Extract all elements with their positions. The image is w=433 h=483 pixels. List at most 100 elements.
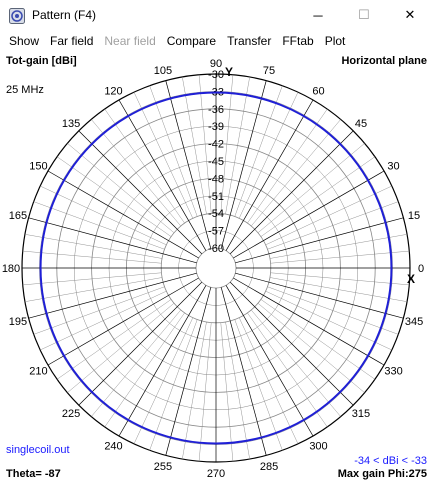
grid-spoke (235, 272, 404, 319)
grid-spoke (91, 309, 181, 417)
grid-spoke (33, 201, 165, 250)
grid-spoke (234, 85, 283, 217)
grid-spoke (67, 143, 175, 233)
grid-spoke (22, 272, 162, 286)
plot-area: 0 15 30 45 60 75 90 105 120 135 150 165 180 195 210 225… (0, 52, 433, 483)
menu-near-field[interactable]: Near field (104, 34, 156, 48)
grid-spoke (182, 321, 207, 460)
grid-spoke (47, 277, 199, 366)
radial-tick-label: -45 (208, 156, 224, 168)
angle-tick-label: 90 (210, 58, 222, 70)
frequency-label: 25 MHz (6, 84, 44, 96)
grid-spoke (229, 281, 354, 406)
pattern-trace (39, 91, 393, 445)
grid-spoke (78, 130, 203, 255)
grid-spoke (234, 319, 283, 451)
grid-spoke (247, 108, 328, 224)
grid-spoke (225, 99, 314, 251)
grid-spoke (24, 234, 163, 259)
angle-tick-label: 270 (207, 468, 225, 480)
grid-spoke (165, 287, 212, 456)
angle-tick-label: 105 (154, 65, 172, 77)
close-icon: ✕ (404, 7, 416, 22)
grid-spoke (247, 312, 328, 428)
grid-spoke (251, 119, 341, 227)
range-label: -34 < dBi < -33 (354, 455, 427, 467)
grid-spoke (104, 108, 185, 224)
close-button[interactable]: ✕ (387, 0, 433, 30)
grid-spoke (133, 92, 194, 219)
angle-tick-label: 300 (309, 441, 327, 453)
minimize-button[interactable]: ─ (295, 0, 341, 30)
grid-spoke (257, 143, 365, 233)
grid-spoke (22, 250, 162, 264)
menu-transfer[interactable]: Transfer (227, 34, 272, 48)
grid-spoke (265, 290, 392, 351)
angle-tick-label: 135 (62, 118, 80, 130)
grid-spoke (40, 290, 167, 351)
grid-spoke (182, 76, 207, 215)
grid-spoke (118, 285, 207, 437)
grid-spoke (265, 185, 392, 246)
menu-fftab[interactable]: FFtab (282, 34, 314, 48)
radial-tick-label: -54 (208, 208, 224, 220)
menu-show[interactable]: Show (9, 34, 40, 48)
maximize-button[interactable]: ☐ (341, 0, 387, 30)
grid-spoke (56, 299, 172, 380)
grid-spoke (267, 286, 399, 335)
grid-spoke (260, 299, 376, 380)
grid-spoke (165, 80, 212, 249)
grid-spoke (225, 285, 314, 437)
minimize-icon: ─ (313, 7, 323, 23)
grid-spoke (238, 92, 299, 219)
angle-tick-label: 225 (62, 408, 80, 420)
radial-tick-label: -60 (208, 243, 224, 255)
grid-spoke (118, 99, 207, 251)
grid-spoke (56, 156, 172, 237)
menu-bar: Show Far field Near field Compare Transf… (0, 31, 433, 51)
maximize-icon: ☐ (358, 7, 370, 22)
grid-spoke (198, 322, 212, 462)
grid-spoke (251, 309, 341, 417)
grid-spoke (270, 272, 410, 286)
menu-plot[interactable]: Plot (324, 34, 346, 48)
grid-spoke (78, 281, 203, 406)
radial-tick-label: -36 (208, 104, 224, 116)
angle-tick-label: 210 (29, 366, 47, 378)
grid-spoke (270, 250, 410, 264)
grid-spoke (225, 76, 250, 215)
angle-tick-label: 315 (352, 408, 370, 420)
plane-label: Horizontal plane (341, 55, 427, 67)
polar-chart: 0 15 30 45 60 75 90 105 120 135 150 165 180 195 210 225… (2, 58, 424, 480)
grid-spoke (133, 317, 194, 444)
grid-spoke (220, 322, 234, 462)
grid-spoke (149, 319, 198, 451)
menu-far-field[interactable]: Far field (50, 34, 94, 48)
grid-spoke (198, 74, 212, 214)
x-axis-label: X (407, 272, 415, 286)
angle-tick-label: 255 (154, 461, 172, 473)
angle-tick-label: 60 (312, 85, 324, 97)
y-axis-label: Y (225, 65, 233, 79)
grid-spoke (47, 170, 199, 259)
grid-spoke (269, 277, 408, 302)
grid-spoke (67, 303, 175, 393)
radial-tick-label: -39 (208, 121, 224, 133)
grid-spoke (267, 201, 399, 250)
window-title: Pattern (F4) (32, 8, 97, 22)
grid-spoke (149, 85, 198, 217)
menu-compare[interactable]: Compare (166, 34, 217, 48)
grid-spoke (269, 234, 408, 259)
radial-tick-label: -48 (208, 173, 224, 185)
theta-label: Theta= -87 (6, 468, 61, 480)
angle-tick-label: 165 (9, 210, 27, 222)
radial-tick-label: -57 (208, 226, 224, 238)
angle-tick-label: 120 (104, 85, 122, 97)
angle-tick-label: 345 (405, 316, 423, 328)
grid-spoke (33, 286, 165, 335)
grid-spoke (233, 170, 385, 259)
angle-tick-label: 30 (387, 161, 399, 173)
angle-tick-label: 330 (384, 366, 402, 378)
grid-spoke (225, 321, 250, 460)
grid-spoke (24, 277, 163, 302)
